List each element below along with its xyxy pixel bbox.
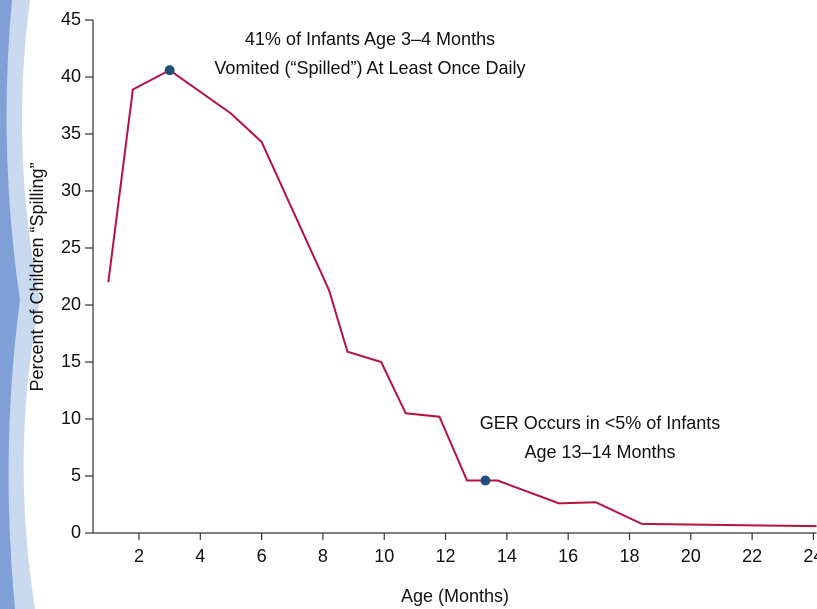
data-line <box>107 68 817 528</box>
y-tick-label: 20 <box>61 294 81 314</box>
annotation-point <box>480 475 491 486</box>
x-tick-label: 6 <box>257 546 267 566</box>
y-tick-label: 5 <box>71 465 81 485</box>
y-axis-label: Percent of Children “Spilling” <box>27 162 47 391</box>
x-tick-label: 18 <box>619 546 639 566</box>
y-tick-label: 25 <box>61 237 81 257</box>
x-tick-label: 10 <box>374 546 394 566</box>
annotation-text: Age 13–14 Months <box>524 442 675 462</box>
decoration <box>0 0 20 609</box>
x-tick-label: 22 <box>742 546 762 566</box>
y-tick-label: 45 <box>61 9 81 29</box>
x-tick-label: 24 <box>803 546 817 566</box>
x-tick-label: 20 <box>681 546 701 566</box>
decoration <box>0 0 40 609</box>
x-tick-label: 16 <box>558 546 578 566</box>
y-tick-label: 10 <box>61 408 81 428</box>
y-tick-label: 0 <box>71 522 81 542</box>
y-tick-label: 40 <box>61 66 81 86</box>
x-tick-label: 8 <box>318 546 328 566</box>
annotation-text: GER Occurs in <5% of Infants <box>480 413 721 433</box>
y-tick-label: 35 <box>61 123 81 143</box>
x-tick-label: 12 <box>436 546 456 566</box>
x-tick-label: 14 <box>497 546 517 566</box>
x-axis-label: Age (Months) <box>401 586 509 606</box>
annotation-text: 41% of Infants Age 3–4 Months <box>245 29 495 49</box>
annotation-text: Vomited (“Spilled”) At Least Once Daily <box>214 58 525 78</box>
x-tick-label: 2 <box>134 546 144 566</box>
annotation-point <box>164 65 175 76</box>
y-tick-label: 30 <box>61 180 81 200</box>
x-tick-label: 4 <box>195 546 205 566</box>
y-tick-label: 15 <box>61 351 81 371</box>
